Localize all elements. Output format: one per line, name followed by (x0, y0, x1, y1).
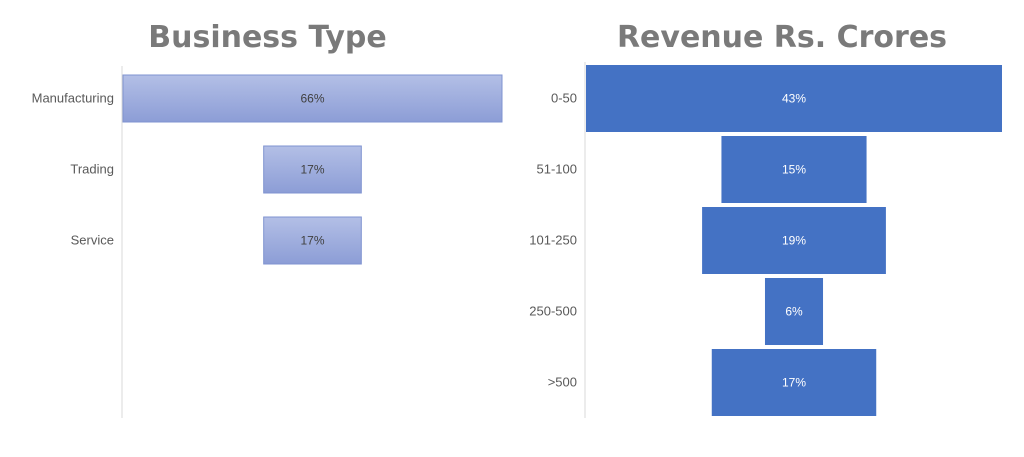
data-label: 43% (782, 92, 806, 106)
bar-service (263, 216, 362, 265)
bar-trading (263, 145, 362, 194)
data-label: 19% (782, 234, 806, 248)
bar-500 (711, 349, 877, 416)
data-label: 6% (785, 305, 803, 319)
business-type-title: Business Type (148, 20, 387, 55)
bar-manufacturing (122, 74, 503, 123)
category-label: Service (71, 233, 114, 248)
revenue-title: Revenue Rs. Crores (616, 20, 948, 55)
bar-250-500 (764, 278, 824, 345)
category-label: 51-100 (537, 162, 577, 177)
category-label: 250-500 (529, 304, 577, 319)
category-label: 0-50 (551, 91, 577, 106)
bar-101-250 (702, 207, 886, 274)
data-label: 17% (300, 163, 324, 177)
revenue-plot: 0-50 43% 51-100 15% 101-250 19% 250-500 6% >500 1… (529, 62, 1002, 418)
bar-51-100 (721, 136, 867, 203)
category-label: Manufacturing (32, 91, 114, 106)
data-label: 17% (300, 234, 324, 248)
data-label: 15% (782, 163, 806, 177)
data-label: 17% (782, 376, 806, 390)
category-label: 101-250 (529, 233, 577, 248)
category-label: Trading (70, 162, 114, 177)
bar-0-50 (586, 65, 1002, 132)
data-label: 66% (300, 92, 324, 106)
category-label: >500 (548, 375, 577, 390)
business-type-plot: Manufacturing 66% Trading 17% Service 17% (32, 66, 503, 418)
revenue-chart: Revenue Rs. Crores 0-50 43% 51-100 15% 101-2… (512, 0, 1024, 457)
business-type-chart: Business Type Manufacturing 66% Trading 17%… (32, 20, 503, 418)
